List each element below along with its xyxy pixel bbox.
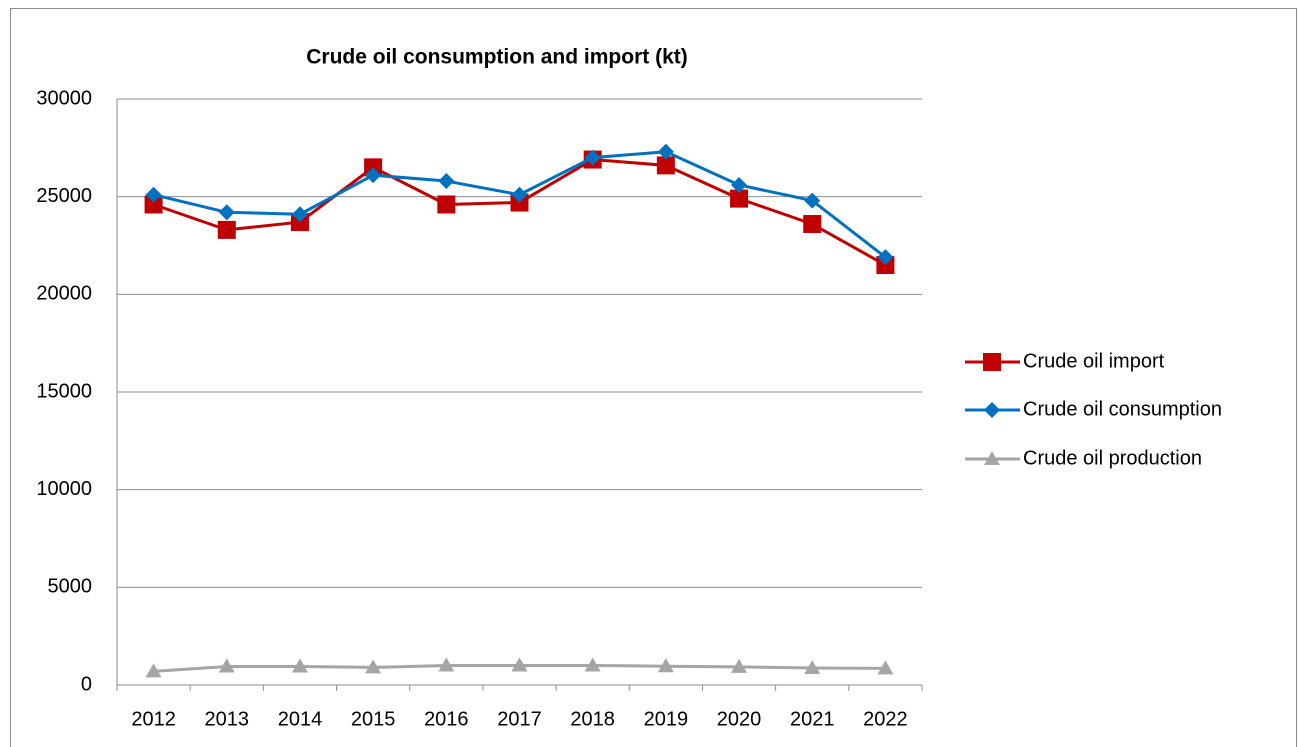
y-tick-label: 0 (81, 673, 92, 695)
data-point (438, 657, 455, 672)
data-point (657, 143, 674, 160)
x-tick-label: 2017 (497, 708, 542, 730)
y-tick-label: 25000 (36, 185, 92, 207)
data-point (877, 249, 894, 266)
data-point (438, 173, 455, 190)
x-tick-label: 2014 (278, 708, 323, 730)
x-tick-label: 2015 (351, 708, 396, 730)
legend-label: Crude oil consumption (1023, 398, 1222, 420)
y-tick-label: 30000 (36, 87, 92, 109)
y-tick-label: 5000 (48, 576, 93, 598)
data-point (584, 657, 601, 672)
data-point (730, 189, 749, 208)
x-tick-label: 2022 (863, 708, 908, 730)
data-point (365, 167, 382, 184)
data-point (511, 186, 528, 203)
data-point (217, 220, 236, 239)
data-point (291, 206, 308, 223)
data-point (144, 195, 163, 214)
data-point (656, 156, 675, 175)
x-tick-label: 2019 (644, 708, 689, 730)
legend-label: Crude oil import (1023, 350, 1165, 372)
x-tick-label: 2013 (205, 708, 250, 730)
y-tick-label: 10000 (36, 478, 92, 500)
legend-label: Crude oil production (1023, 447, 1202, 469)
x-tick-label: 2018 (570, 708, 615, 730)
data-point (145, 663, 162, 678)
x-tick-label: 2020 (717, 708, 762, 730)
y-tick-label: 20000 (36, 283, 92, 305)
data-point (218, 204, 235, 221)
data-point (437, 195, 456, 214)
data-point (584, 149, 601, 166)
chart-frame (10, 8, 1297, 747)
chart-title: Crude oil consumption and import (kt) (306, 46, 688, 69)
data-point (218, 658, 235, 673)
data-point (731, 176, 748, 193)
data-point (511, 657, 528, 672)
data-point (291, 658, 308, 673)
data-point (804, 660, 821, 675)
legend-marker (983, 353, 1001, 371)
x-tick-label: 2012 (131, 708, 176, 730)
data-point (804, 192, 821, 209)
legend-marker (984, 402, 1000, 418)
data-point (145, 186, 162, 203)
x-tick-label: 2016 (424, 708, 469, 730)
data-point (877, 660, 894, 675)
x-tick-label: 2021 (790, 708, 835, 730)
data-point (365, 659, 382, 674)
data-point (803, 215, 822, 234)
legend-marker (984, 451, 1000, 465)
data-point (731, 658, 748, 673)
y-tick-label: 15000 (36, 380, 92, 402)
data-point (657, 658, 674, 673)
